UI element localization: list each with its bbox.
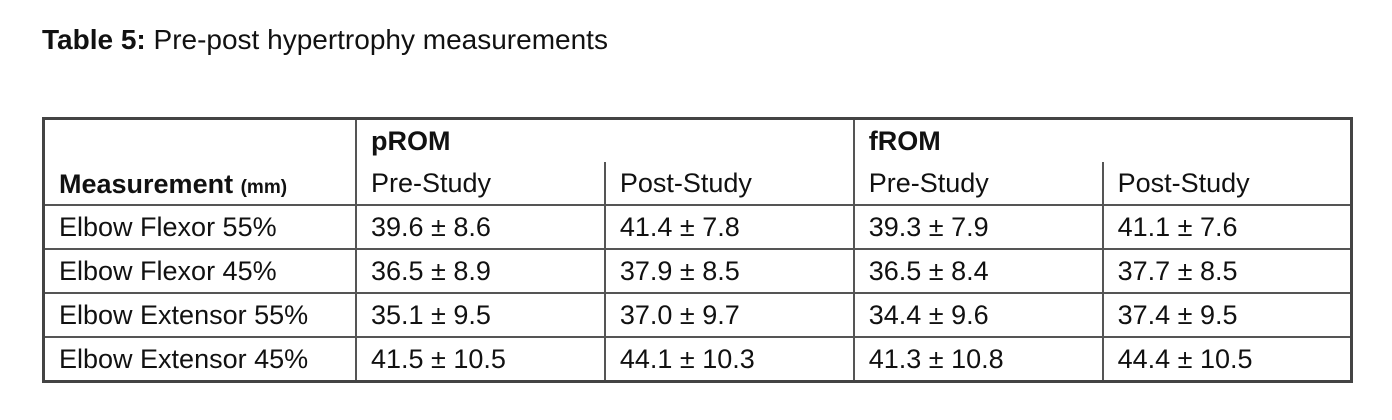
value-cell: 36.5 ± 8.4: [852, 248, 1104, 294]
value-cell: 35.1 ± 9.5: [355, 292, 606, 338]
group-header: fROM: [852, 117, 1353, 162]
caption-text: Pre-post hypertrophy measurements: [153, 24, 608, 55]
value-cell: 44.1 ± 10.3: [603, 336, 855, 383]
caption-label: Table 5:: [42, 24, 146, 55]
data-table: Measurement (mm) pROM fROM Pre-Study Pos…: [42, 117, 1353, 383]
subheader: Pre-Study: [852, 162, 1104, 206]
data-row: Elbow Extensor 45% 41.5 ± 10.5 44.1 ± 10.3…: [42, 336, 1353, 383]
table-body: Measurement (mm) pROM fROM Pre-Study Pos…: [42, 117, 1353, 383]
data-row: Elbow Extensor 55% 35.1 ± 9.5 37.0 ± 9.7 34…: [42, 292, 1353, 338]
header-row: Measurement (mm) pROM fROM: [42, 117, 1353, 206]
data-row: Elbow Flexor 55% 39.6 ± 8.6 41.4 ± 7.8 39.3…: [42, 204, 1353, 250]
subheader: Post-Study: [1101, 162, 1353, 206]
value-cell: 36.5 ± 8.9: [355, 248, 606, 294]
value-cell: 41.3 ± 10.8: [852, 336, 1104, 383]
row-header-unit: (mm): [240, 177, 288, 198]
value-cell: 34.4 ± 9.6: [852, 292, 1104, 338]
value-cell: 37.0 ± 9.7: [603, 292, 855, 338]
data-row: Elbow Flexor 45% 36.5 ± 8.9 37.9 ± 8.5 36.5…: [42, 248, 1353, 294]
subheader: Post-Study: [603, 162, 855, 206]
value-cell: 41.1 ± 7.6: [1101, 204, 1353, 250]
row-label: Elbow Extensor 55%: [42, 292, 357, 338]
subheader-row: Pre-Study Post-Study Pre-Study Post-Stud…: [44, 162, 1353, 206]
value-cell: 39.3 ± 7.9: [852, 204, 1104, 250]
row-label: Elbow Flexor 45%: [42, 248, 357, 294]
row-label: Elbow Flexor 55%: [42, 204, 357, 250]
row-header-cell: Measurement (mm): [42, 117, 357, 206]
value-cell: 41.4 ± 7.8: [603, 204, 855, 250]
row-label: Elbow Extensor 45%: [42, 336, 357, 383]
value-cell: 37.9 ± 8.5: [603, 248, 855, 294]
subheader: Pre-Study: [355, 162, 606, 206]
group-header: pROM: [355, 117, 855, 162]
value-cell: 37.4 ± 9.5: [1101, 292, 1353, 338]
value-cell: 39.6 ± 8.6: [355, 204, 606, 250]
value-cell: 41.5 ± 10.5: [355, 336, 606, 383]
value-cell: 44.4 ± 10.5: [1101, 336, 1353, 383]
table-caption: Table 5: Pre-post hypertrophy measuremen…: [42, 24, 608, 56]
value-cell: 37.7 ± 8.5: [1101, 248, 1353, 294]
row-header-label: Measurement: [59, 169, 234, 199]
